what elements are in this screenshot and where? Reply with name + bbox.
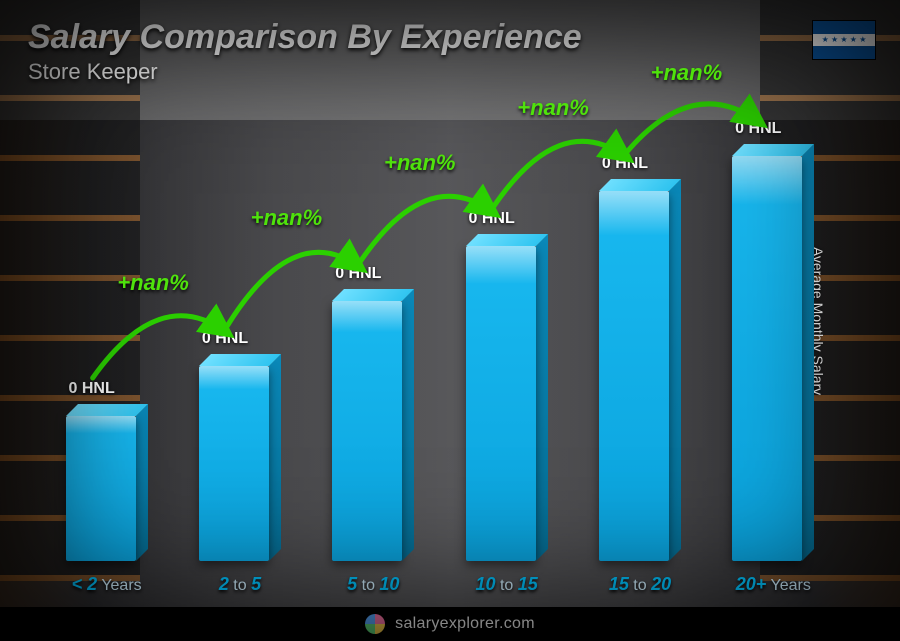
- flag-stars: ★ ★ ★ ★ ★: [813, 34, 875, 47]
- bar-front: [199, 366, 269, 561]
- bar-side: [269, 354, 281, 561]
- bar-top: [599, 179, 681, 191]
- growth-pct-label: +nan%: [517, 95, 589, 121]
- bar-slot: 0 HNL: [452, 120, 562, 561]
- growth-pct-label: +nan%: [651, 60, 723, 86]
- growth-pct-label: +nan%: [251, 205, 323, 231]
- bar-top: [466, 234, 548, 246]
- bar-front: [466, 246, 536, 561]
- bar-side: [802, 144, 814, 561]
- page-title: Salary Comparison By Experience: [28, 18, 582, 57]
- x-tick: 5 to 10: [318, 574, 428, 595]
- bar-side: [136, 404, 148, 561]
- bar: [66, 416, 148, 561]
- bar-slot: 0 HNL: [52, 120, 162, 561]
- growth-pct-label: +nan%: [384, 150, 456, 176]
- bar-value-label: 0 HNL: [298, 265, 418, 283]
- bar: [466, 246, 548, 561]
- bar: [332, 301, 414, 561]
- bar-side: [402, 289, 414, 561]
- header: Salary Comparison By Experience Store Ke…: [28, 18, 582, 85]
- bar-top: [199, 354, 281, 366]
- bar-value-label: 0 HNL: [165, 330, 285, 348]
- bar-side: [536, 234, 548, 561]
- bar: [732, 156, 814, 561]
- bar: [599, 191, 681, 561]
- bar-front: [66, 416, 136, 561]
- bar: [199, 366, 281, 561]
- x-tick: 15 to 20: [585, 574, 695, 595]
- bar-slot: 0 HNL: [718, 120, 828, 561]
- growth-pct-label: +nan%: [117, 270, 189, 296]
- bar-value-label: 0 HNL: [565, 155, 685, 173]
- x-tick: 10 to 15: [452, 574, 562, 595]
- x-tick: 20+ Years: [718, 574, 828, 595]
- logo-icon: [365, 614, 385, 634]
- bar-slot: 0 HNL: [318, 120, 428, 561]
- footer: salaryexplorer.com: [0, 607, 900, 641]
- x-tick: < 2 Years: [52, 574, 162, 595]
- bar-value-label: 0 HNL: [32, 380, 152, 398]
- bar-front: [732, 156, 802, 561]
- bar-chart: 0 HNL0 HNL0 HNL0 HNL0 HNL0 HNL: [40, 120, 840, 561]
- x-axis: < 2 Years 2 to 5 5 to 10 10 to 15 15 to 20 20…: [40, 574, 840, 595]
- footer-url: salaryexplorer.com: [395, 615, 535, 633]
- bar-slot: 0 HNL: [585, 120, 695, 561]
- flag-stripe-bottom: [813, 46, 875, 59]
- bar-value-label: 0 HNL: [432, 210, 552, 228]
- country-flag: ★ ★ ★ ★ ★: [812, 20, 876, 60]
- bar-slot: 0 HNL: [185, 120, 295, 561]
- bar-top: [332, 289, 414, 301]
- x-tick: 2 to 5: [185, 574, 295, 595]
- bar-front: [332, 301, 402, 561]
- bar-side: [669, 179, 681, 561]
- bar-value-label: 0 HNL: [698, 120, 818, 138]
- flag-stripe-top: [813, 21, 875, 34]
- page-subtitle: Store Keeper: [28, 59, 582, 85]
- bar-front: [599, 191, 669, 561]
- bar-top: [732, 144, 814, 156]
- bar-top: [66, 404, 148, 416]
